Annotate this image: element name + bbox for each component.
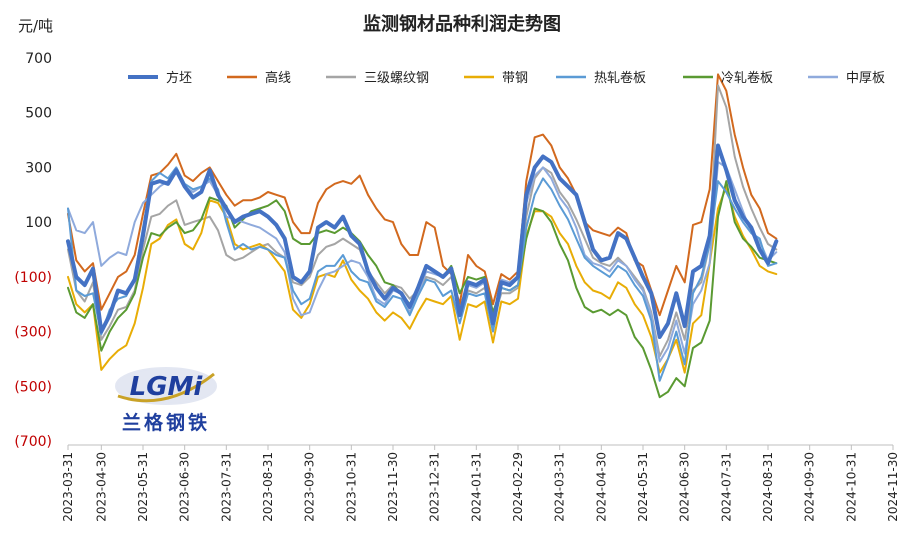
x-tick-label: 2024-06-30 [678,452,692,522]
x-axis: 2023-03-31 2023-04-30 2023-05-31 2023-06-30… [61,444,900,522]
y-tick-label: (500) [14,379,52,395]
legend-label: 三级螺纹钢 [364,71,429,86]
logo-chinese-name: 兰格钢铁 [122,411,210,434]
legend-label: 热轧卷板 [594,70,646,86]
logo-ellipse [115,367,217,405]
x-tick-label: 2023-05-31 [136,452,150,522]
chart-title: 监测钢材品种利润走势图 [363,13,561,35]
x-tick-label: 2024-08-31 [761,452,775,522]
x-tick-label: 2023-09-30 [303,452,317,522]
x-tick-label: 2024-02-29 [511,452,525,522]
y-tick-label: (700) [14,434,52,450]
x-tick-label: 2023-07-31 [219,452,233,522]
x-tick-label: 2024-03-31 [553,452,567,522]
x-tick-label: 2024-10-31 [844,452,858,522]
y-tick-label: (300) [14,325,52,341]
y-axis-unit-label: 元/吨 [18,17,53,35]
x-tick-label: 2023-12-31 [428,452,442,522]
lgmi-logo: LGMi 兰格钢铁 [115,367,217,434]
series-line-1 [67,73,778,317]
legend-label: 高线 [265,70,291,86]
logo-swoosh [117,372,215,403]
logo-letters: LGMi [130,372,204,402]
x-tick-label: 2023-04-30 [94,452,108,522]
legend-label: 带钢 [502,71,528,86]
x-tick-label: 2024-07-31 [719,452,733,522]
x-tick-label: 2023-11-30 [386,452,400,522]
x-tick-label: 2023-08-31 [261,452,275,522]
y-tick-label: 300 [25,160,52,176]
x-tick-label: 2024-01-31 [469,452,483,522]
legend-label: 冷轧卷板 [721,70,773,86]
x-tick-label: 2024-09-30 [803,452,817,522]
series-lines [66,73,779,399]
x-tick-label: 2024-11-30 [886,452,900,522]
y-tick-label: 500 [25,106,52,122]
y-tick-label: 100 [25,215,52,231]
x-tick-label: 2023-03-31 [61,452,75,522]
y-axis: 700 500 300 100 (100) (300) (500) (700) [14,51,52,450]
x-tick-label: 2023-10-31 [344,452,358,522]
series-line-0 [66,143,779,339]
x-tick-label: 2024-04-30 [594,452,608,522]
legend-label: 方坯 [166,70,192,86]
y-tick-label: 700 [25,51,52,67]
legend: 方坯 高线 三级螺纹钢 带钢 热轧卷板 冷轧卷板 中厚板 [128,70,885,86]
x-tick-label: 2023-06-30 [178,452,192,522]
x-tick-label: 2024-05-31 [636,452,650,522]
series-line-4 [67,166,778,382]
legend-label: 中厚板 [846,71,885,86]
y-tick-label: (100) [14,270,52,286]
